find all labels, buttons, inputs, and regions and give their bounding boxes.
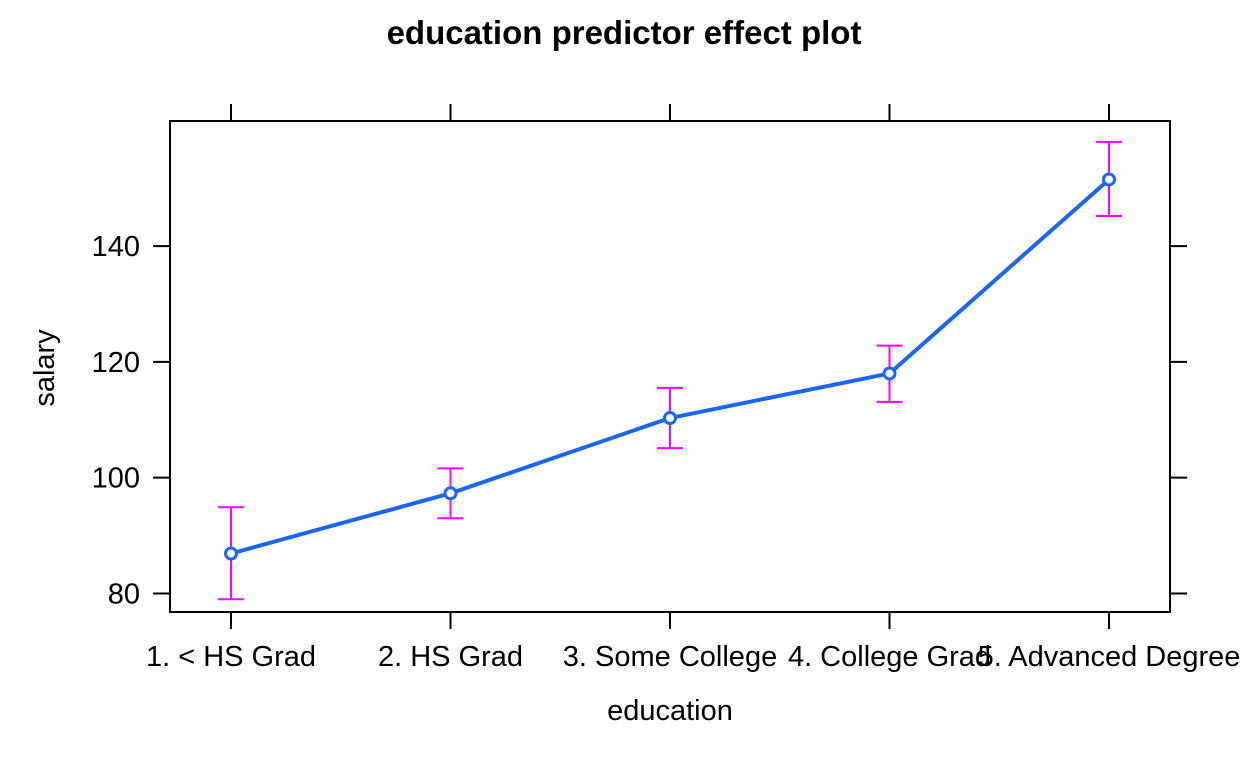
series-line — [230, 177, 1111, 556]
y-tick-label: 120 — [92, 347, 140, 379]
data-points — [224, 172, 1116, 561]
x-tick-label: 2. HS Grad — [378, 641, 523, 673]
x-tick-label: 5. Advanced Degree — [978, 641, 1241, 673]
data-point — [443, 486, 458, 501]
data-point — [1102, 172, 1116, 187]
series-line-layer — [230, 177, 1111, 556]
x-axis-label: education — [607, 695, 733, 727]
x-tick-label: 3. Some College — [563, 641, 777, 673]
y-tick-label: 80 — [108, 578, 140, 610]
data-point — [882, 366, 897, 381]
y-tick-label: 140 — [92, 231, 140, 263]
chart-title: education predictor effect plot — [387, 14, 862, 51]
x-tick-label: 4. College Grad — [788, 641, 991, 673]
y-axis-label: salary — [29, 329, 61, 407]
plot-frame — [169, 120, 1171, 613]
axes: 1. < HS Grad 2. HS Grad 3. Some College 4. … — [92, 104, 1241, 673]
error-bars — [218, 140, 1122, 601]
data-point — [663, 411, 677, 426]
y-tick-label: 100 — [92, 463, 140, 495]
data-point — [224, 546, 238, 561]
x-tick-label: 1. < HS Grad — [146, 641, 316, 673]
